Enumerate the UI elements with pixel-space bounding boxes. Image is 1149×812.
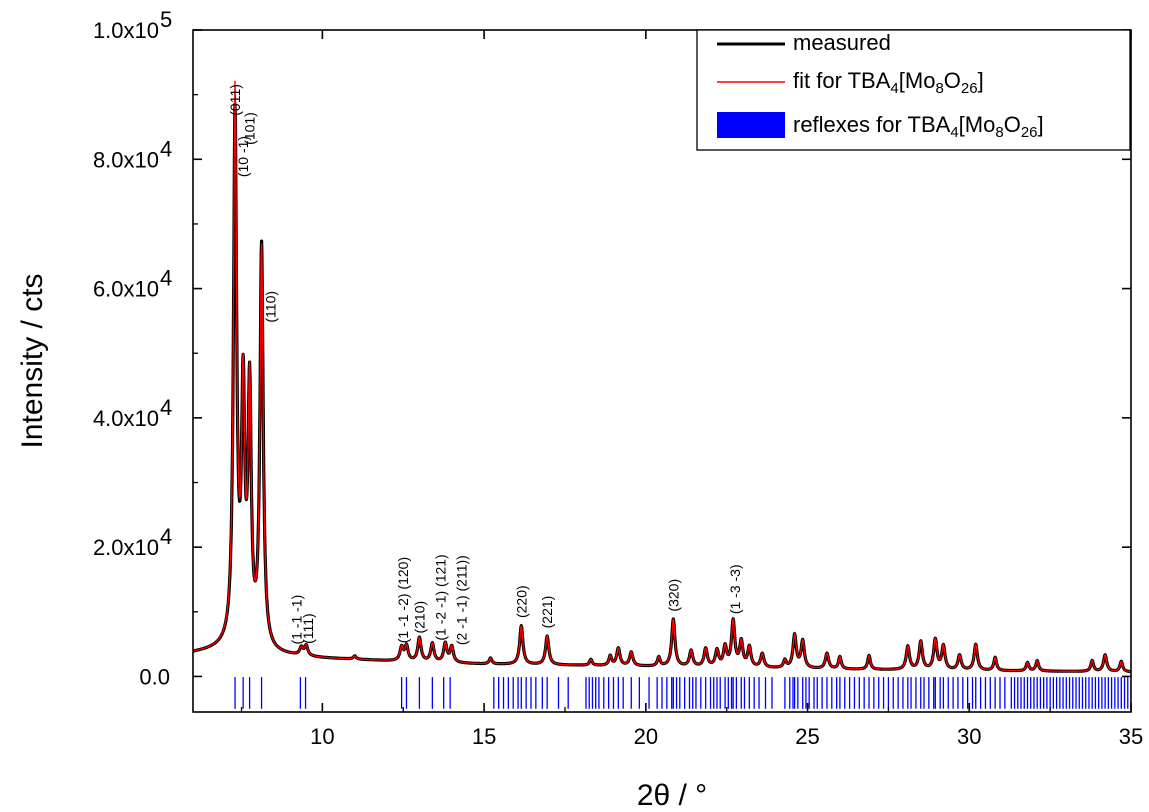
legend-subscript: 4 xyxy=(890,80,898,97)
peak-annotations: (011) (10 -1)(101) (110) (1 -1 -1)(111) (1 -… xyxy=(227,84,743,645)
reflex-ticks xyxy=(234,677,1129,709)
legend-text-part: ] xyxy=(1038,112,1044,137)
y-tick-exponent: 4 xyxy=(160,395,172,420)
series-fit xyxy=(192,80,1132,673)
peak-label: (1 -2 -1) (121) xyxy=(432,554,448,640)
x-tick-label: 15 xyxy=(472,724,496,749)
peak-label: (220) xyxy=(513,585,529,618)
x-tick-label: 10 xyxy=(310,724,334,749)
legend-subscript: 26 xyxy=(1021,124,1038,141)
y-tick-label: 1.0x10 xyxy=(93,18,159,43)
legend-text-part: reflexes for TBA xyxy=(793,112,951,137)
peak-label: (111) xyxy=(300,613,316,644)
peak-label: (1 -1 -2) (120) xyxy=(395,557,411,643)
axes: 10 15 20 25 30 350.02.0x10 44.0x10 46.0x10 48.0x… xyxy=(16,7,1143,812)
y-tick-label: 0.0 xyxy=(139,664,170,689)
legend-subscript: 26 xyxy=(961,80,978,97)
y-tick-label: 6.0x10 xyxy=(93,277,159,302)
peak-label: (221) xyxy=(539,596,555,629)
x-tick-label: 25 xyxy=(795,724,819,749)
peak-label: (2 -1 -1) (211)) xyxy=(453,555,469,645)
x-tick-label: 30 xyxy=(957,724,981,749)
peak-label: (110) xyxy=(263,291,279,323)
y-tick-exponent: 5 xyxy=(160,7,172,32)
peak-label: (011) xyxy=(227,84,243,116)
peak-label: (1 -1 -1) xyxy=(289,595,305,645)
y-axis-title: Intensity / cts xyxy=(16,273,49,448)
y-tick-exponent: 4 xyxy=(160,524,172,549)
y-tick-label: 4.0x10 xyxy=(93,406,159,431)
x-tick-label: 20 xyxy=(634,724,658,749)
legend-text-part: ] xyxy=(978,68,984,93)
x-axis-title: 2θ / ° xyxy=(637,779,707,812)
legend-text-part: fit for TBA xyxy=(793,68,891,93)
legend-label: reflexes for TBA4[Mo8O26] xyxy=(793,112,1044,141)
y-tick-exponent: 4 xyxy=(160,136,172,161)
x-tick-label: 35 xyxy=(1119,724,1143,749)
peak-label: (320) xyxy=(665,579,681,612)
legend-text-part: [Mo xyxy=(959,112,996,137)
legend-label: fit for TBA4[Mo8O26] xyxy=(793,68,984,97)
peak-label: (210) xyxy=(411,601,427,634)
peak-label: (101) xyxy=(242,112,258,145)
peak-label: (1 -3 -3) xyxy=(727,564,743,614)
y-tick-label: 2.0x10 xyxy=(93,535,159,560)
legend-text-part: O xyxy=(944,68,961,93)
plot-frame xyxy=(192,29,1132,713)
y-tick-label: 8.0x10 xyxy=(93,147,159,172)
legend-subscript: 8 xyxy=(935,80,943,97)
legend-subscript: 4 xyxy=(950,124,958,141)
legend-subscript: 8 xyxy=(995,124,1003,141)
peak-label: (10 -1) xyxy=(235,136,251,177)
legend-swatch xyxy=(717,112,785,138)
y-tick-exponent: 4 xyxy=(160,266,172,291)
legend-label: measured xyxy=(793,30,891,55)
legend-text-part: O xyxy=(1004,112,1021,137)
legend-text-part: [Mo xyxy=(899,68,936,93)
